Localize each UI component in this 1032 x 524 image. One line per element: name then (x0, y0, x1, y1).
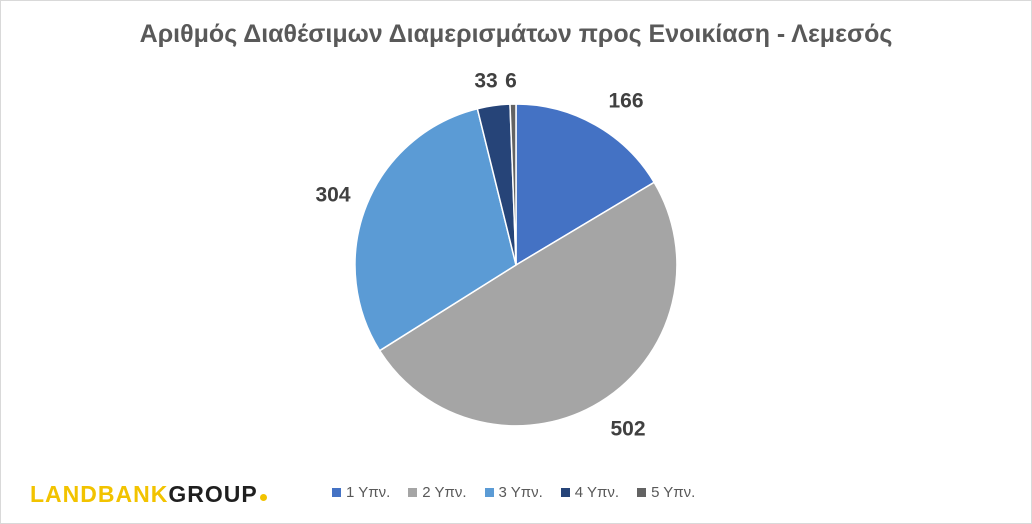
pie-slice-2 (378, 181, 678, 427)
legend-label-2: 2 Υπν. (422, 484, 467, 501)
chart-title: Αριθμός Διαθέσιμων Διαμερισμάτων προς Εν… (139, 20, 893, 48)
logo-text-landbank: LANDBANK (30, 481, 169, 507)
data-label-2: 502 (610, 418, 645, 441)
legend-label-3: 3 Υπν. (498, 484, 543, 501)
pie-slice-1 (515, 103, 656, 267)
logo-dot-icon (259, 494, 267, 501)
legend-label-5: 5 Υπν. (651, 484, 696, 501)
legend-item-3: 3 Υπν. (484, 484, 543, 501)
data-label-3: 304 (315, 184, 350, 207)
legend-swatch-2 (408, 488, 418, 497)
chart-legend: 1 Υπν. 2 Υπν. 3 Υπν. 4 Υπν. 5 Υπν. (332, 484, 713, 501)
legend-swatch-4 (560, 488, 570, 497)
legend-item-4: 4 Υπν. (560, 484, 620, 501)
legend-item-2: 2 Υπν. (408, 484, 467, 501)
legend-swatch-1 (332, 488, 341, 497)
logo-text-group: GROUP (168, 481, 258, 507)
legend-item-1: 1 Υπν. (332, 484, 390, 501)
landbank-group-logo: LANDBANKGROUP (30, 481, 267, 508)
data-label-4: 33 (474, 70, 497, 93)
legend-swatch-3 (484, 488, 494, 497)
legend-item-5: 5 Υπν. (637, 484, 695, 501)
pie-slice-3 (354, 107, 517, 352)
legend-label-1: 1 Υπν. (346, 484, 391, 501)
pie-slice-5 (509, 103, 517, 266)
legend-label-4: 4 Υπν. (574, 484, 620, 501)
data-label-5: 6 (505, 70, 517, 93)
data-label-1: 166 (608, 90, 643, 113)
legend-swatch-5 (637, 488, 647, 497)
pie-chart: 166 502 304 33 6 (315, 70, 678, 441)
